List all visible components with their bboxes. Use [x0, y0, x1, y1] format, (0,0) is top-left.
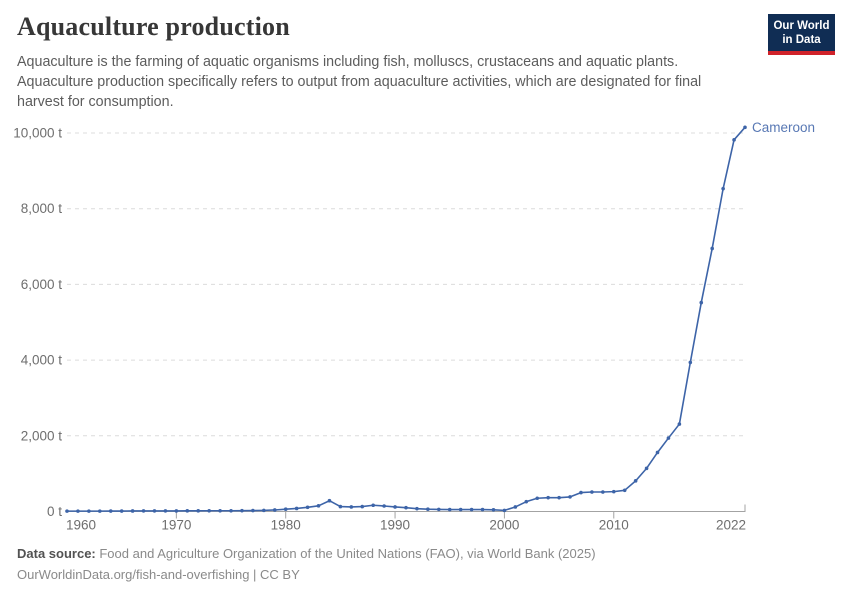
data-point[interactable]: [437, 507, 441, 512]
data-point[interactable]: [130, 509, 135, 513]
data-point[interactable]: [283, 507, 288, 512]
data-point[interactable]: [535, 496, 540, 501]
data-point[interactable]: [480, 507, 485, 512]
data-point[interactable]: [262, 508, 266, 513]
chart-footer: Data source: Food and Agriculture Organi…: [17, 543, 596, 585]
data-point[interactable]: [688, 360, 693, 365]
x-axis-tick-label: 1960: [66, 518, 96, 533]
owid-logo-line1: Our World: [773, 20, 830, 32]
y-axis-tick-label: 6,000 t: [21, 277, 63, 292]
data-point[interactable]: [611, 489, 616, 494]
data-point[interactable]: [590, 490, 594, 494]
data-point[interactable]: [119, 509, 124, 513]
data-point[interactable]: [152, 509, 157, 513]
data-point[interactable]: [98, 509, 102, 513]
data-point[interactable]: [272, 508, 277, 512]
data-point[interactable]: [360, 504, 365, 509]
data-point[interactable]: [699, 300, 704, 305]
data-point[interactable]: [743, 125, 747, 130]
data-point[interactable]: [305, 505, 310, 510]
footer-link-line[interactable]: OurWorldinData.org/fish-and-overfishing …: [17, 567, 300, 582]
data-point[interactable]: [196, 509, 201, 513]
x-axis-tick-label: 2000: [489, 518, 519, 533]
data-point[interactable]: [633, 479, 638, 483]
data-point[interactable]: [316, 504, 321, 508]
page-title: Aquaculture production: [17, 12, 290, 41]
y-axis-tick-label: 10,000 t: [13, 126, 62, 141]
y-axis-tick-label: 4,000 t: [21, 353, 63, 368]
data-source-text: Food and Agriculture Organization of the…: [95, 546, 596, 561]
x-axis-tick-label: 2010: [599, 518, 629, 533]
y-axis-tick-label: 2,000 t: [21, 428, 63, 443]
data-point[interactable]: [65, 509, 69, 513]
data-point[interactable]: [426, 507, 430, 512]
data-point[interactable]: [251, 508, 255, 513]
data-source-label: Data source:: [17, 546, 96, 561]
data-point[interactable]: [491, 507, 496, 512]
data-point[interactable]: [601, 490, 605, 494]
series-line[interactable]: [66, 126, 746, 512]
data-point[interactable]: [710, 246, 714, 251]
data-point[interactable]: [415, 506, 419, 511]
data-point[interactable]: [327, 498, 332, 503]
data-point[interactable]: [87, 509, 91, 513]
data-point[interactable]: [163, 509, 168, 513]
data-point[interactable]: [469, 507, 474, 512]
x-axis-tick-label: 2022: [716, 518, 746, 533]
data-point[interactable]: [677, 422, 682, 426]
data-point[interactable]: [655, 450, 660, 455]
data-point[interactable]: [732, 138, 736, 142]
data-point[interactable]: [513, 505, 518, 509]
data-point[interactable]: [721, 186, 725, 191]
data-point[interactable]: [622, 488, 627, 493]
data-point[interactable]: [579, 490, 583, 495]
data-point[interactable]: [371, 503, 375, 508]
x-axis-tick-label: 1990: [380, 518, 410, 533]
data-point[interactable]: [108, 509, 113, 513]
owid-logo-line2: in Data: [782, 34, 821, 46]
data-point[interactable]: [524, 499, 529, 504]
data-point[interactable]: [185, 509, 190, 513]
data-point[interactable]: [218, 508, 222, 513]
data-point[interactable]: [382, 504, 386, 508]
data-point[interactable]: [229, 508, 233, 513]
data-point[interactable]: [349, 505, 354, 509]
data-point[interactable]: [447, 507, 452, 512]
data-point[interactable]: [666, 436, 671, 440]
data-point[interactable]: [557, 495, 561, 500]
data-point[interactable]: [240, 508, 244, 513]
data-source-line: Data source: Food and Agriculture Organi…: [17, 543, 596, 564]
data-point[interactable]: [644, 466, 649, 471]
data-point[interactable]: [502, 508, 507, 513]
y-axis-tick-label: 0 t: [47, 504, 62, 519]
data-point[interactable]: [76, 509, 80, 513]
series-end-label[interactable]: Cameroon: [752, 120, 815, 135]
data-point[interactable]: [294, 506, 299, 511]
data-point[interactable]: [568, 495, 572, 499]
data-point[interactable]: [458, 507, 463, 512]
data-point[interactable]: [141, 509, 146, 513]
x-axis-tick-label: 1980: [271, 518, 301, 533]
data-point[interactable]: [404, 505, 408, 510]
data-point[interactable]: [338, 504, 343, 509]
x-axis-tick-label: 1970: [161, 518, 191, 533]
chart-subtitle: Aquaculture is the farming of aquatic or…: [17, 54, 702, 110]
owid-logo[interactable]: Our World in Data: [768, 14, 835, 55]
data-point[interactable]: [393, 505, 397, 509]
data-point[interactable]: [174, 509, 179, 513]
y-axis-tick-label: 8,000 t: [21, 201, 63, 216]
data-point[interactable]: [207, 508, 211, 513]
data-point[interactable]: [546, 495, 550, 500]
